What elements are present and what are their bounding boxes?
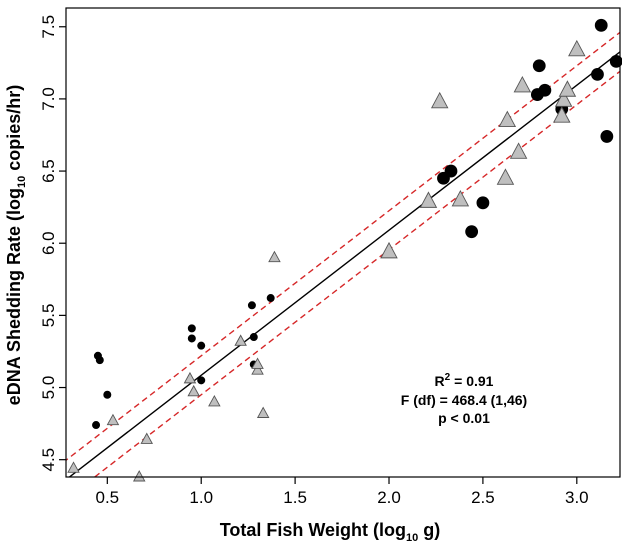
x-axis: 0.5 1.0 1.5 2.0 2.5 3.0 <box>95 477 589 507</box>
y-axis-title: eDNA Shedding Rate (log10 copies/hr) <box>4 85 28 406</box>
x-tick-label: 3.0 <box>565 488 589 507</box>
data-point-circle <box>600 130 614 143</box>
data-point-triangle <box>140 432 154 444</box>
data-point-circle <box>532 59 546 73</box>
r-squared-label: R2 = 0.91 <box>435 372 494 389</box>
y-axis: 4.5 5.0 5.5 6.0 6.5 7.0 7.5 <box>39 15 66 472</box>
x-tick-label: 0.5 <box>95 488 119 507</box>
data-point-circle <box>465 225 479 239</box>
data-point-triangle <box>268 250 281 263</box>
data-point-triangle <box>234 334 247 346</box>
data-point-triangle <box>251 357 264 369</box>
data-point-triangle <box>106 413 120 426</box>
upper-confidence-line <box>66 31 620 462</box>
plot-marks <box>66 18 622 482</box>
x-tick-label: 2.5 <box>471 488 495 507</box>
y-tick-label: 4.5 <box>39 448 58 472</box>
y-tick-label: 7.0 <box>39 87 58 111</box>
data-point-triangle <box>251 363 264 375</box>
data-point-triangle <box>132 470 146 482</box>
y-tick-label: 5.5 <box>39 304 58 328</box>
data-point-circle <box>538 83 552 97</box>
data-point-triangle <box>496 168 515 185</box>
data-point-circle <box>92 421 101 430</box>
x-tick-label: 2.0 <box>377 488 401 507</box>
data-point-triangle <box>513 75 532 93</box>
y-tick-label: 6.5 <box>39 159 58 183</box>
data-point-circle <box>266 294 275 303</box>
data-point-circle <box>591 67 604 81</box>
data-point-circle <box>249 333 258 342</box>
data-point-circle <box>609 54 622 68</box>
data-point-triangle <box>430 91 449 109</box>
data-point-circle <box>187 324 196 333</box>
y-tick-label: 6.0 <box>39 231 58 255</box>
data-point-triangle <box>509 142 528 159</box>
plot-frame <box>65 7 621 478</box>
data-point-triangle <box>208 395 221 407</box>
data-point-triangle <box>187 384 200 397</box>
data-point-circle <box>95 356 104 365</box>
data-point-circle <box>247 301 256 310</box>
data-point-triangle <box>498 110 517 128</box>
data-point-triangle <box>380 241 398 259</box>
y-tick-label: 5.0 <box>39 376 58 400</box>
p-value-label: p < 0.01 <box>438 410 490 426</box>
x-tick-label: 1.0 <box>189 488 213 507</box>
data-point-triangle <box>451 189 470 207</box>
data-point-triangle <box>67 461 80 473</box>
data-point-triangle <box>256 406 270 418</box>
x-tick-label: 1.5 <box>283 488 307 507</box>
regression-line <box>68 50 620 477</box>
data-point-circle <box>103 390 112 399</box>
data-point-triangle <box>553 106 571 123</box>
lower-confidence-line <box>93 70 620 477</box>
data-point-triangle <box>558 80 577 97</box>
data-point-circle <box>444 164 458 178</box>
stats-annotation: R2 = 0.91 F (df) = 468.4 (1,46) p < 0.01 <box>401 372 527 426</box>
data-point-triangle <box>183 371 197 384</box>
data-point-circle <box>187 334 196 343</box>
f-statistic-label: F (df) = 468.4 (1,46) <box>401 392 527 408</box>
data-point-triangle <box>554 90 573 107</box>
x-axis-title: Total Fish Weight (log10 g) <box>220 520 441 544</box>
data-point-triangle <box>568 39 586 57</box>
data-point-triangle <box>419 191 438 208</box>
data-point-circle <box>197 341 206 350</box>
data-point-circle <box>594 18 608 32</box>
data-point-circle <box>197 376 206 385</box>
data-point-circle <box>476 196 490 210</box>
y-tick-label: 7.5 <box>39 15 58 39</box>
